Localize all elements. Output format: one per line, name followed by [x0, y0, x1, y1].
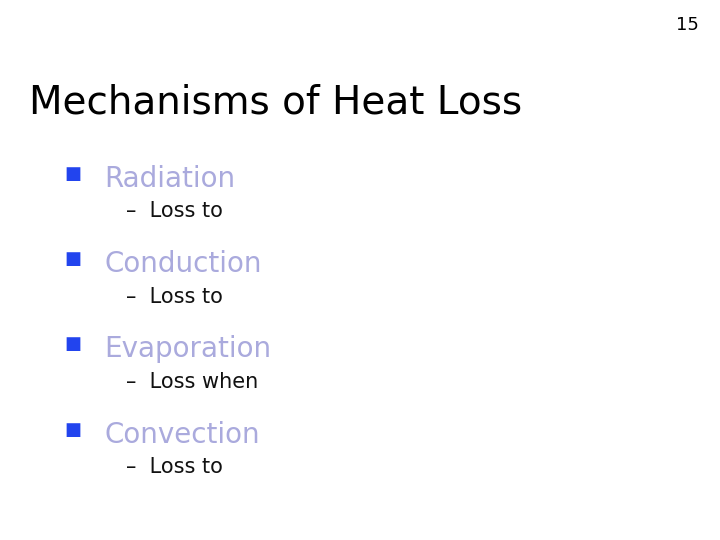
Text: Radiation: Radiation: [104, 165, 235, 193]
Text: ■: ■: [65, 165, 82, 183]
Text: Convection: Convection: [104, 421, 260, 449]
Text: 15: 15: [675, 16, 698, 34]
Text: –  Loss to: – Loss to: [126, 457, 223, 477]
Text: ■: ■: [65, 250, 82, 268]
Text: –  Loss to: – Loss to: [126, 287, 223, 307]
Text: ■: ■: [65, 335, 82, 353]
Text: –  Loss to: – Loss to: [126, 201, 223, 221]
Text: ■: ■: [65, 421, 82, 438]
Text: Mechanisms of Heat Loss: Mechanisms of Heat Loss: [29, 84, 522, 122]
Text: Conduction: Conduction: [104, 250, 262, 278]
Text: –  Loss when: – Loss when: [126, 372, 258, 392]
Text: Evaporation: Evaporation: [104, 335, 271, 363]
